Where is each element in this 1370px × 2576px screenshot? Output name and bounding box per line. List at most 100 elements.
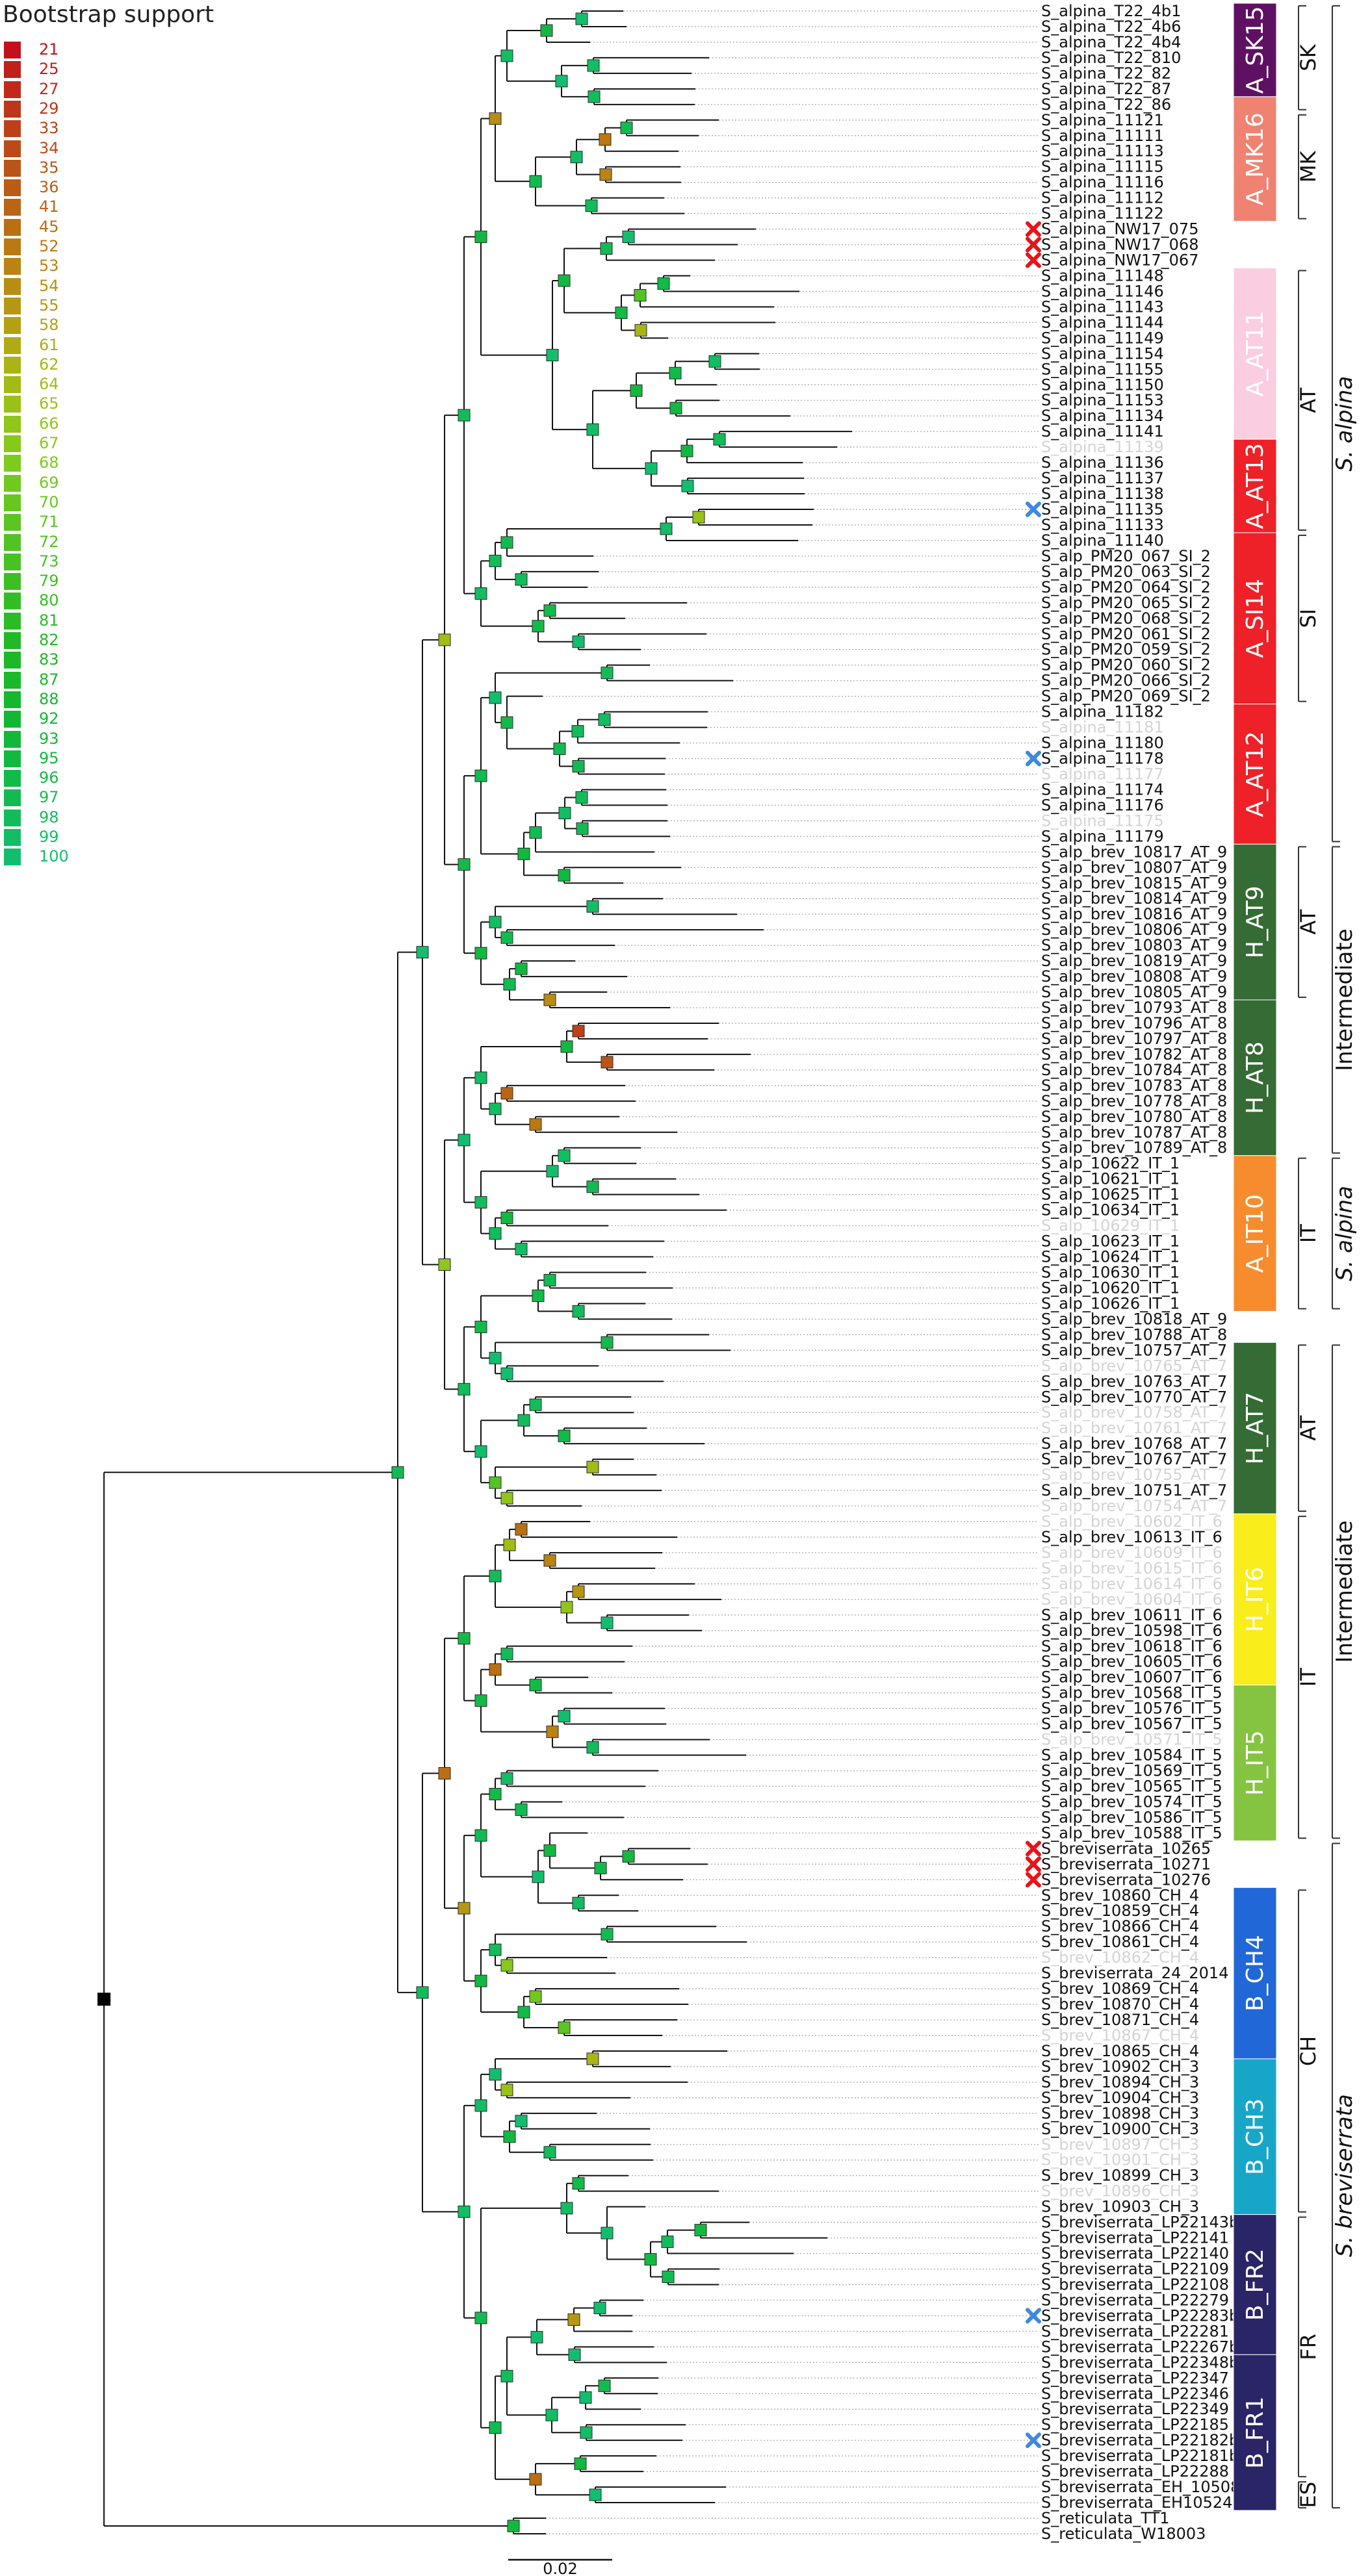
legend-swatch bbox=[4, 730, 21, 748]
tip-label: S_breviserrata_LP22281 bbox=[1041, 2322, 1229, 2340]
bootstrap-node bbox=[560, 2202, 573, 2215]
tip-label: S_brev_10903_CH_3 bbox=[1041, 2198, 1199, 2216]
clade-label: H_AT7 bbox=[1242, 1392, 1269, 1464]
clade-label: B_CH3 bbox=[1242, 2098, 1269, 2175]
bootstrap-node bbox=[489, 554, 502, 567]
tip-label: S_alp_brev_10806_AT_9 bbox=[1041, 921, 1227, 939]
tip-label: S_breviserrata_LP22181b bbox=[1041, 2447, 1239, 2465]
tip-label: S_breviserrata_LP22140 bbox=[1041, 2245, 1229, 2263]
legend-swatch bbox=[4, 691, 21, 708]
bootstrap-node bbox=[515, 1243, 528, 1256]
legend-item: 99 bbox=[4, 825, 101, 847]
region-label: ES bbox=[1296, 2482, 1321, 2508]
clade-bar: A_AT13 bbox=[1233, 439, 1277, 533]
bootstrap-node bbox=[543, 1554, 556, 1567]
bootstrap-node bbox=[500, 1212, 513, 1225]
bootstrap-node bbox=[572, 1585, 585, 1598]
bootstrap-node bbox=[474, 1974, 487, 1987]
tip-label: S_breviserrata_LP22349 bbox=[1041, 2400, 1229, 2418]
bootstrap-node bbox=[620, 121, 633, 134]
tip-label: S_alp_brev_10604_IT_6 bbox=[1041, 1590, 1222, 1609]
clade-label: H_IT6 bbox=[1242, 1567, 1269, 1633]
bootstrap-node bbox=[474, 2312, 487, 2325]
cross-marker bbox=[1026, 1872, 1041, 1888]
tip-label: S_alpina_11138 bbox=[1041, 485, 1164, 503]
bootstrap-node bbox=[622, 231, 635, 244]
bootstrap-node bbox=[585, 199, 598, 212]
legend-label: 58 bbox=[39, 316, 59, 335]
region-bracket: CH bbox=[1296, 1889, 1321, 2213]
tip-label: S_breviserrata_EH10524 bbox=[1041, 2493, 1232, 2512]
tip-label: S_alp_brev_10767_AT_7 bbox=[1041, 1450, 1227, 1468]
bootstrap-node bbox=[515, 1523, 528, 1536]
tip-label: S_alpina_11111 bbox=[1041, 127, 1164, 145]
bootstrap-node bbox=[507, 2519, 520, 2532]
bootstrap-node bbox=[572, 2177, 585, 2190]
bootstrap-node bbox=[500, 49, 513, 62]
tip-label: S_brev_10866_CH_4 bbox=[1041, 1917, 1199, 1935]
clade-bar: B_FR1 bbox=[1233, 2354, 1277, 2511]
bootstrap-node bbox=[500, 716, 513, 729]
tip-label: S_alp_10630_IT_1 bbox=[1041, 1264, 1180, 1282]
legend-swatch bbox=[4, 652, 21, 669]
legend-title: Bootstrap support bbox=[3, 1, 214, 28]
bootstrap-node bbox=[645, 462, 658, 475]
tip-label: S_alp_brev_10613_IT_6 bbox=[1041, 1528, 1222, 1546]
legend-item: 88 bbox=[4, 687, 101, 709]
bootstrap-node bbox=[500, 1492, 513, 1505]
species-label: S. alpina bbox=[1332, 1186, 1358, 1281]
legend-item: 66 bbox=[4, 412, 101, 434]
bootstrap-node bbox=[532, 1289, 545, 1302]
legend-swatch bbox=[4, 848, 21, 866]
legend-swatch bbox=[4, 612, 21, 630]
bootstrap-node bbox=[515, 1803, 528, 1816]
legend-item: 36 bbox=[4, 175, 101, 198]
legend-swatch bbox=[4, 218, 21, 236]
legend-item: 67 bbox=[4, 431, 101, 453]
legend-swatch bbox=[4, 829, 21, 846]
tip-label: S_alpina_11116 bbox=[1041, 173, 1164, 192]
bootstrap-node bbox=[543, 1844, 556, 1857]
bootstrap-node bbox=[500, 2084, 513, 2097]
bootstrap-node bbox=[713, 433, 726, 446]
bootstrap-node bbox=[568, 2348, 581, 2361]
legend-label: 41 bbox=[39, 198, 59, 216]
cross-marker bbox=[1026, 1841, 1041, 1857]
bootstrap-node bbox=[598, 713, 611, 726]
legend-label: 67 bbox=[39, 434, 59, 452]
bootstrap-node bbox=[532, 620, 545, 633]
legend-swatch bbox=[4, 140, 21, 157]
tip-label: S_brev_10899_CH_3 bbox=[1041, 2167, 1199, 2185]
legend-swatch bbox=[4, 376, 21, 394]
tip-label: S_alp_10621_IT_1 bbox=[1041, 1170, 1180, 1188]
tip-label: S_brev_10861_CH_4 bbox=[1041, 1933, 1199, 1951]
legend-item: 83 bbox=[4, 648, 101, 670]
bootstrap-node bbox=[474, 587, 487, 600]
tip-label: S_alp_brev_10611_IT_6 bbox=[1041, 1606, 1222, 1624]
tip-label: S_alp_PM20_060_SI_2 bbox=[1041, 656, 1211, 674]
legend-swatch bbox=[4, 42, 21, 58]
tip-label: S_alp_brev_10796_AT_8 bbox=[1041, 1014, 1227, 1032]
tip-label: S_alp_10623_IT_1 bbox=[1041, 1232, 1180, 1251]
bootstrap-node bbox=[489, 1943, 502, 1956]
species-brackets: S. alpina Intermediate S. alpina Intermedia… bbox=[1332, 5, 1358, 2509]
region-bracket: IT bbox=[1296, 1157, 1321, 1310]
bootstrap-node bbox=[634, 324, 647, 337]
bootstrap-node bbox=[529, 1990, 542, 2003]
cross-marker bbox=[1026, 502, 1041, 518]
tip-label: S_alpina_11136 bbox=[1041, 453, 1164, 472]
region-label: CH bbox=[1296, 2036, 1321, 2066]
bootstrap-node bbox=[500, 1087, 513, 1100]
tip-label: S_breviserrata_LP22283b bbox=[1041, 2306, 1239, 2325]
clade-bars: A_SK15 A_MK16 A_AT11 A_AT13 A_SI14 A_AT12 H_AT… bbox=[1233, 3, 1277, 2511]
region-label: AT bbox=[1296, 387, 1321, 413]
bootstrap-node bbox=[558, 274, 571, 287]
bootstrap-node bbox=[474, 1196, 487, 1209]
legend-item: 25 bbox=[4, 57, 101, 79]
tip-label: S_alp_brev_10584_IT_5 bbox=[1041, 1746, 1222, 1765]
bootstrap-node bbox=[458, 858, 471, 871]
bootstrap-node bbox=[517, 1414, 530, 1427]
tip-label: S_brev_10865_CH_4 bbox=[1041, 2042, 1199, 2060]
tip-label: S_alpina_11154 bbox=[1041, 344, 1164, 363]
tip-label: S_alp_PM20_065_SI_2 bbox=[1041, 594, 1211, 612]
